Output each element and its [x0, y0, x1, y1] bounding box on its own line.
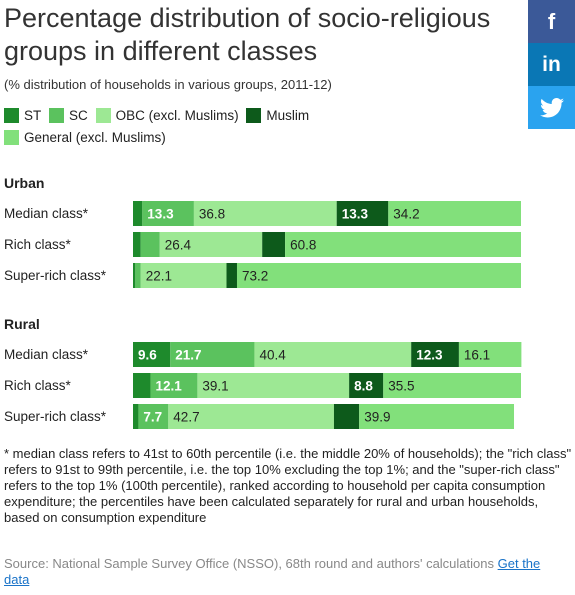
- legend-swatch: [4, 108, 19, 123]
- bar-segment: [133, 201, 143, 226]
- bar-segment: [262, 232, 286, 257]
- row-label: Rich class*: [4, 378, 71, 393]
- bar-data-label: 34.2: [393, 207, 419, 222]
- bar-data-label: 13.3: [342, 207, 369, 222]
- facebook-icon: f: [547, 8, 556, 34]
- bar-segment: [133, 232, 141, 257]
- bar-data-label: 35.5: [388, 379, 414, 394]
- bar-segment: [133, 373, 151, 398]
- legend-label: OBC (excl. Muslims): [115, 108, 239, 123]
- legend-swatch: [95, 108, 111, 123]
- legend-item-general: General (excl. Muslims): [4, 130, 166, 145]
- facebook-share-button[interactable]: f: [528, 0, 575, 43]
- section-title-urban: Urban: [4, 175, 45, 191]
- legend-item-st: ST: [4, 108, 41, 123]
- bar-segment: [193, 201, 337, 226]
- row-label: Rich class*: [4, 237, 71, 252]
- social-share-bar: f in: [528, 0, 575, 129]
- legend-item-obc: OBC (excl. Muslims): [95, 108, 239, 123]
- chart-legend: ST SC OBC (excl. Muslims) Muslim General…: [4, 108, 504, 152]
- bar-segment: [138, 404, 169, 429]
- bar-segment: [458, 342, 522, 367]
- bar-data-label: 39.9: [364, 410, 390, 425]
- bar-data-label: 12.3: [416, 348, 443, 363]
- bar-segment: [226, 263, 237, 288]
- legend-label: General (excl. Muslims): [24, 130, 166, 145]
- legend-swatch: [4, 130, 19, 145]
- bar-segment: [333, 404, 360, 429]
- bar-data-label: 21.7: [175, 348, 201, 363]
- bar-segment: [135, 263, 141, 288]
- source-text: Source: National Sample Survey Office (N…: [4, 556, 494, 571]
- bar-data-label: 40.4: [259, 348, 286, 363]
- row-label: Super-rich class*: [4, 409, 107, 424]
- bar-data-label: 36.8: [199, 207, 225, 222]
- linkedin-share-button[interactable]: in: [528, 43, 575, 86]
- bar-segment: [359, 404, 515, 429]
- bar-segment: [236, 263, 522, 288]
- bar-segment: [140, 263, 227, 288]
- bar-segment: [388, 201, 521, 226]
- footnote: * median class refers to 41st to 60th pe…: [4, 446, 572, 525]
- bar-segment: [140, 232, 160, 257]
- linkedin-icon: in: [542, 52, 561, 76]
- bar-data-label: 16.1: [464, 348, 490, 363]
- bar-segment: [133, 404, 139, 429]
- source-note: Source: National Sample Survey Office (N…: [4, 556, 564, 588]
- bar-data-label: 13.3: [147, 207, 174, 222]
- legend-item-sc: SC: [49, 108, 88, 123]
- legend-label: SC: [69, 108, 88, 123]
- legend-swatch: [49, 108, 65, 123]
- bar-segment: [336, 201, 389, 226]
- twitter-share-button[interactable]: [528, 86, 575, 129]
- get-the-data-link[interactable]: Get the data: [4, 556, 541, 587]
- bar-segment: [150, 373, 198, 398]
- chart-title: Percentage distribution of socio-religio…: [4, 3, 491, 66]
- chart-subtitle: (% distribution of households in various…: [4, 77, 332, 92]
- bar-data-label: 42.7: [173, 410, 199, 425]
- bar-segment: [383, 373, 521, 398]
- bar-data-label: 8.8: [354, 379, 373, 394]
- bar-data-label: 39.1: [202, 379, 228, 394]
- bar-segment: [142, 201, 194, 226]
- row-label: Super-rich class*: [4, 268, 107, 283]
- bar-data-label: 9.6: [138, 348, 157, 363]
- bar-segment: [411, 342, 459, 367]
- bar-data-label: 60.8: [290, 238, 316, 253]
- stacked-bar-chart: 13.3 36.8 13.3 34.2 26.4 60.8 22.1 73.2 9.6 21.7 4…: [133, 201, 522, 429]
- bar-segment: [170, 342, 255, 367]
- legend-label: Muslim: [266, 108, 310, 123]
- bar-segment: [133, 342, 171, 367]
- row-label: Median class*: [4, 206, 89, 221]
- row-label: Median class*: [4, 347, 89, 362]
- bar-data-label: 7.7: [143, 410, 162, 425]
- bar-segment: [197, 373, 350, 398]
- bar-data-label: 73.2: [242, 269, 268, 284]
- legend-label: ST: [24, 108, 42, 123]
- bar-segment: [285, 232, 521, 257]
- bar-segment: [168, 404, 334, 429]
- bar-segment: [254, 342, 412, 367]
- bar-segment: [133, 263, 136, 288]
- bar-data-label: 26.4: [165, 238, 192, 253]
- bar-data-label: 22.1: [146, 269, 172, 284]
- legend-swatch: [246, 108, 262, 123]
- bar-data-label: 12.1: [155, 379, 182, 394]
- twitter-icon: [539, 97, 564, 117]
- section-title-rural: Rural: [4, 316, 40, 332]
- bar-segment: [349, 373, 384, 398]
- bar-segment: [159, 232, 263, 257]
- legend-item-muslim: Muslim: [246, 108, 309, 123]
